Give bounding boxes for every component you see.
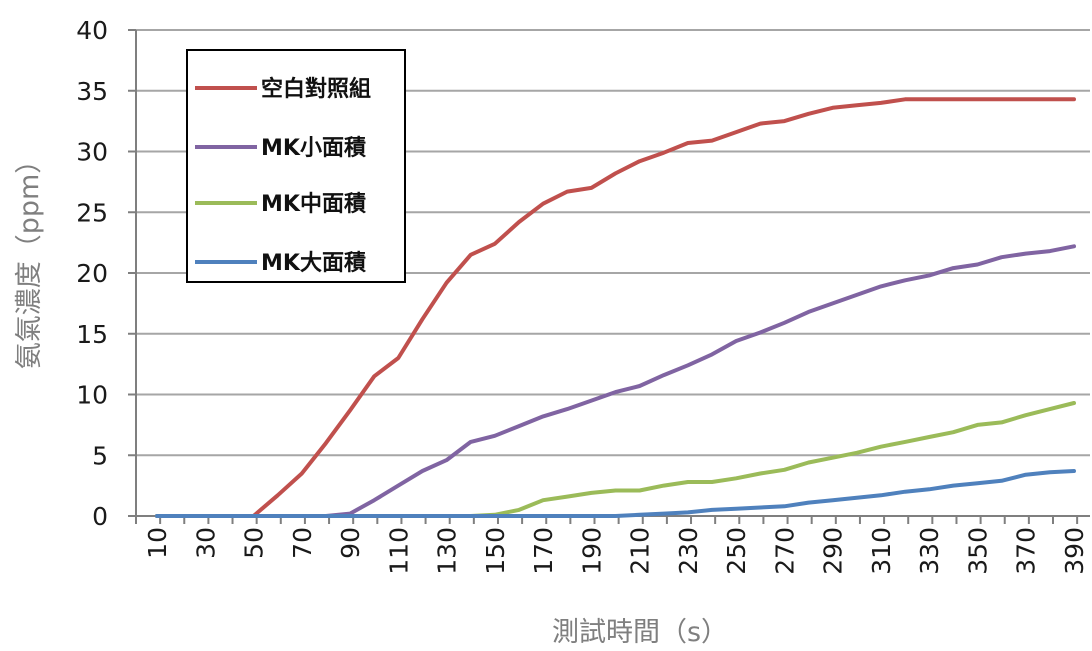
x-tick-label: 270: [770, 527, 799, 575]
x-tick-label: 290: [819, 527, 848, 575]
legend: 空白對照組 MK小面積 MK中面積 MK大面積: [186, 49, 406, 283]
x-tick-label: 210: [626, 527, 655, 575]
x-tick-label: 130: [433, 527, 462, 575]
x-axis-tick-marks: [135, 516, 1079, 524]
x-tick-label: 50: [240, 527, 269, 559]
y-tick-label: 10: [76, 381, 108, 410]
x-tick-label: 150: [481, 527, 510, 575]
y-tick-label: 5: [92, 441, 108, 470]
series-line-1: [155, 97, 1076, 518]
y-tick-label: 15: [76, 320, 108, 349]
y-tick-label: 35: [76, 77, 108, 106]
y-axis-label: 氨氣濃度（ppm）: [14, 147, 45, 370]
legend-label-3: MK中面積: [261, 192, 367, 217]
y-tick-label: 40: [76, 16, 108, 45]
legend-label-1: 空白對照組: [261, 76, 371, 102]
x-tick-label: 190: [577, 527, 606, 575]
series-line-3: [155, 401, 1076, 518]
x-axis-label: 測試時間（s）: [552, 617, 728, 648]
legend-label-2: MK小面積: [261, 136, 367, 161]
x-tick-label: 350: [963, 527, 992, 575]
x-tick-label: 310: [867, 527, 896, 575]
x-tick-label: 10: [143, 527, 172, 559]
x-tick-label: 250: [722, 527, 751, 575]
x-tick-label: 370: [1012, 527, 1041, 575]
x-tick-label: 390: [1060, 527, 1089, 575]
x-tick-label: 30: [191, 527, 220, 559]
y-tick-label: 20: [76, 259, 108, 288]
x-tick-label: 170: [529, 527, 558, 575]
series-line-2: [155, 244, 1076, 518]
y-axis-ticks: 0 5 10 15 20 25 30 35 40: [76, 16, 136, 531]
series-lines: [155, 97, 1076, 518]
series-line-4: [155, 469, 1076, 518]
x-tick-label: 110: [384, 527, 413, 575]
y-tick-label: 25: [76, 198, 108, 227]
x-axis-ticks: 10 30 50 70 90 110 130 150 170 190 210 230 250 270 290…: [143, 527, 1089, 575]
y-tick-label: 30: [76, 138, 108, 167]
y-tick-label: 0: [92, 502, 108, 531]
x-tick-label: 70: [288, 527, 317, 559]
x-tick-label: 230: [674, 527, 703, 575]
x-tick-label: 330: [915, 527, 944, 575]
x-tick-label: 90: [336, 527, 365, 559]
legend-label-4: MK大面積: [261, 251, 367, 276]
